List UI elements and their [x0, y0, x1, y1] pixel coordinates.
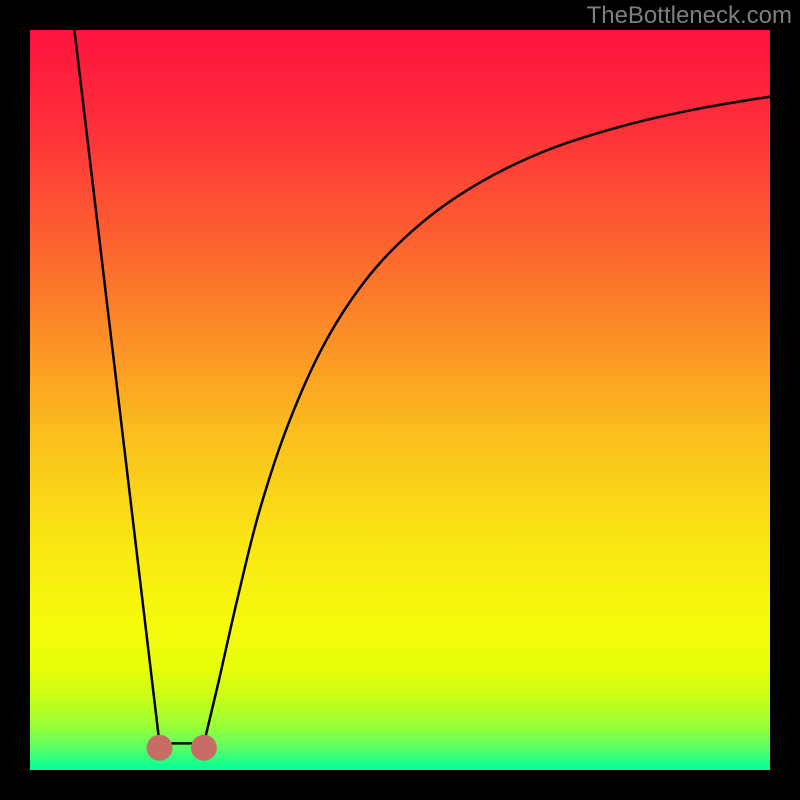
trough-marker [191, 735, 217, 761]
trough-marker [147, 735, 173, 761]
watermark-text: TheBottleneck.com [587, 2, 792, 30]
plot-background [30, 30, 770, 770]
bottleneck-chart [0, 0, 800, 800]
chart-container: TheBottleneck.com [0, 0, 800, 800]
